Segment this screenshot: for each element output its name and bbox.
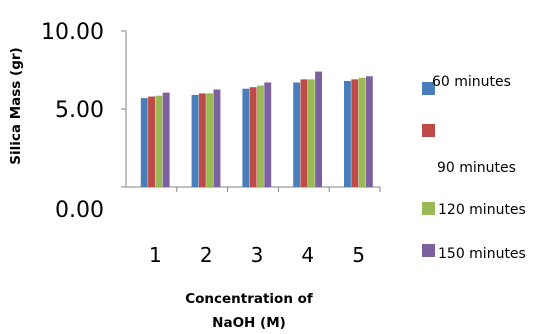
legend-label: 120 minutes (438, 202, 526, 218)
x-axis-title-line1: Concentration of (185, 291, 313, 307)
category-labels: 1 2 3 4 5 (149, 187, 381, 267)
x-tick-label: 4 (301, 243, 314, 267)
bar (148, 96, 155, 187)
bar (140, 98, 148, 187)
x-tick-label: 1 (149, 243, 162, 267)
legend-label: 60 minutes (432, 74, 511, 90)
legend-label: 150 minutes (438, 246, 526, 262)
bar (264, 82, 272, 187)
bar (198, 93, 206, 187)
legend-swatch (422, 202, 435, 215)
legend-label: 90 minutes (437, 160, 516, 176)
bar (358, 77, 366, 187)
x-tick-label: 2 (200, 243, 213, 267)
bar (191, 94, 199, 187)
legend: 60 minutes 90 minutes 120 minutes 150 minut… (422, 74, 526, 262)
bar (293, 82, 301, 187)
bar (300, 79, 308, 187)
y-axis-title: Silica Mass (gr) (8, 47, 24, 164)
bar (307, 79, 315, 187)
bar (206, 93, 214, 187)
bar (162, 92, 170, 187)
y-tick-label: 5.00 (55, 98, 104, 123)
bar (365, 76, 373, 187)
bar-group (140, 71, 373, 187)
y-tick-label: 0.00 (55, 198, 104, 223)
x-tick-label: 3 (251, 243, 264, 267)
y-tick-label: 10.00 (41, 20, 104, 45)
legend-swatch (422, 244, 435, 257)
bar (257, 85, 264, 187)
bar (242, 88, 250, 187)
bar (155, 95, 163, 187)
bar (344, 80, 351, 187)
legend-swatch (422, 124, 435, 137)
x-tick-label: 5 (352, 243, 365, 267)
x-axis-title-line2: NaOH (M) (212, 315, 286, 331)
bar (315, 71, 322, 187)
legend-swatch (422, 82, 435, 95)
bar (249, 87, 257, 187)
bar (351, 79, 359, 187)
bar (213, 89, 221, 187)
